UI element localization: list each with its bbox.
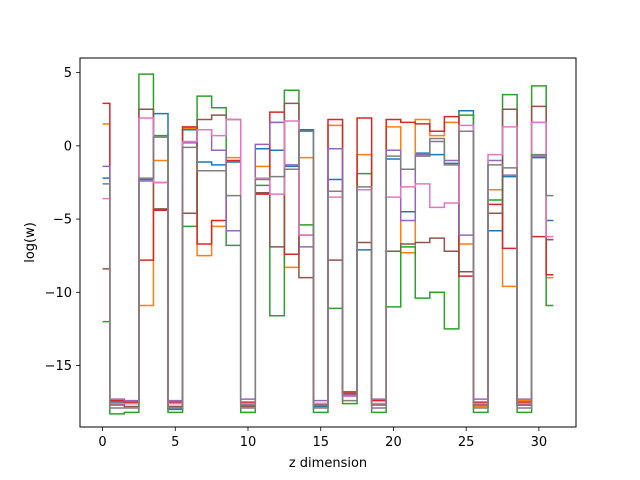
x-tick-label: 30 bbox=[531, 435, 548, 450]
x-axis-label: z dimension bbox=[289, 456, 367, 471]
x-tick-label: 25 bbox=[458, 435, 475, 450]
x-tick-label: 5 bbox=[171, 435, 179, 450]
y-tick-label: −5 bbox=[53, 213, 72, 228]
y-tick-label: 0 bbox=[64, 139, 72, 154]
y-axis-label: log(w) bbox=[23, 222, 38, 263]
x-tick-label: 0 bbox=[98, 435, 106, 450]
y-tick-label: −15 bbox=[45, 359, 72, 374]
series-line-8 bbox=[102, 130, 554, 409]
y-axis: 5 0 −5 −10 −15 bbox=[45, 66, 80, 374]
x-tick-label: 10 bbox=[240, 435, 257, 450]
plot-area bbox=[79, 57, 577, 428]
y-tick-label: 5 bbox=[64, 66, 72, 81]
x-tick-label: 20 bbox=[385, 435, 402, 450]
series-layer bbox=[102, 73, 554, 415]
y-tick-label: −10 bbox=[45, 286, 72, 301]
x-axis: 0 5 10 15 20 25 30 bbox=[98, 427, 547, 450]
axes-frame bbox=[79, 57, 577, 428]
x-tick-label: 15 bbox=[312, 435, 329, 450]
